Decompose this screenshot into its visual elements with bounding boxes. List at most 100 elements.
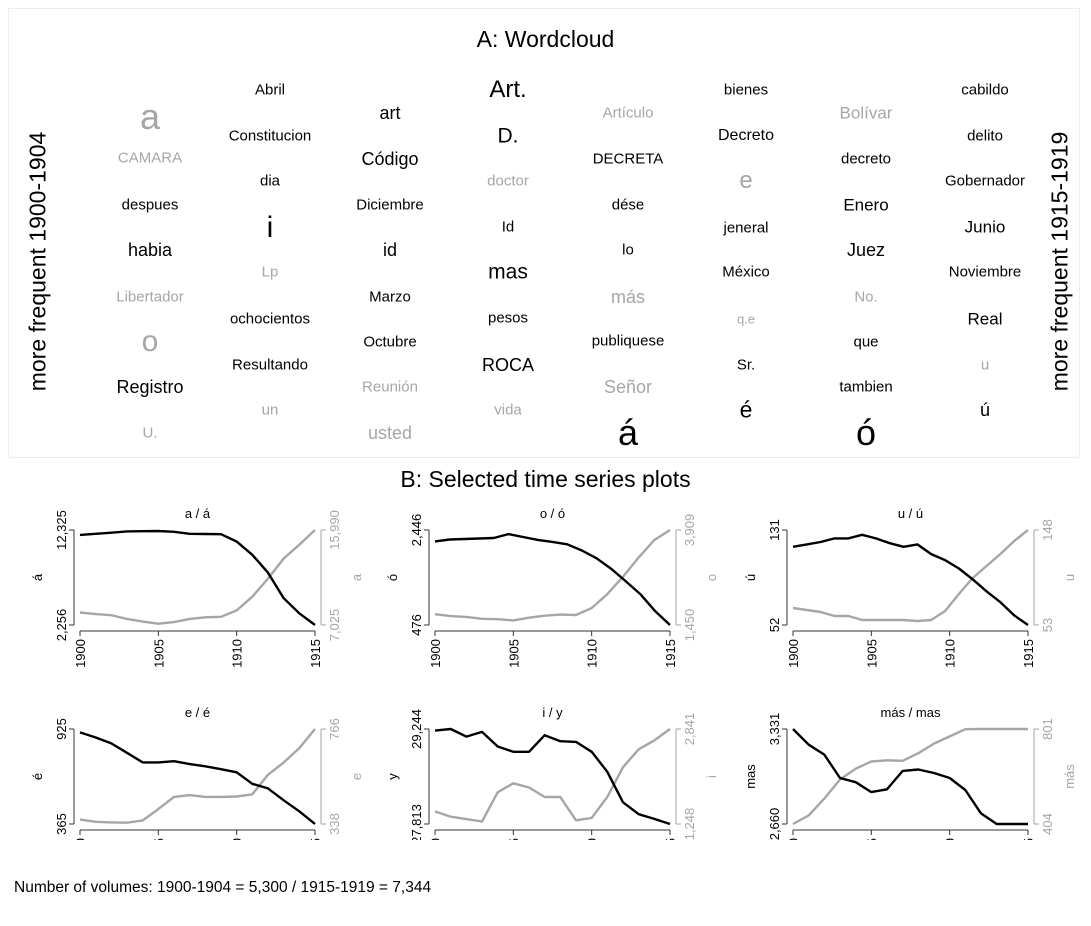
right-axis-max: 2,841 [682,713,697,746]
right-axis-min: 404 [1040,813,1055,835]
wordcloud-word: Diciembre [356,196,424,214]
left-axis-max: 2,446 [409,514,424,547]
wordcloud-left-label: more frequent 1900-1904 [24,131,51,392]
x-tick-label: 1915 [1021,838,1036,840]
right-axis-min: 1,248 [682,808,697,840]
series-line-right [434,528,671,622]
wordcloud-word: D. [497,124,519,148]
left-axis-max: 12,325 [54,510,69,550]
wordcloud-word: Reunión [362,378,418,396]
left-axis-min: 2,660 [767,808,782,840]
right-axis-label: u [1062,574,1077,581]
right-axis-min: 7,025 [327,609,342,642]
wordcloud-word: o [141,325,159,358]
wordcloud-word: Octubre [363,333,417,351]
wordcloud-word: Junio [964,217,1006,237]
wordcloud-word: Código [361,149,419,169]
left-axis-label: á [30,573,45,581]
wordcloud-word: ó [855,412,877,453]
series-line-left [434,532,671,626]
right-axis-label: o [704,574,719,581]
wordcloud-word: habia [127,240,173,260]
right-axis-max: 3,909 [682,514,697,547]
wordcloud-word: CAMARA [117,149,183,167]
wordcloud-word: ROCA [481,355,535,375]
wordcloud-word: Lp [261,263,279,281]
x-tick-label: 1905 [506,639,521,668]
x-tick-label: 1910 [230,639,245,668]
right-axis-max: 801 [1040,718,1055,740]
wordcloud-word: Decreto [717,127,775,144]
x-tick-label: 1915 [308,838,323,840]
wordcloud-word: ochocientos [229,310,311,328]
time-series-plots: a / á 1900 1905 1910 1915 12,325 2,256 á 15,990 7… [30,506,1077,840]
wordcloud-word: vida [494,401,522,419]
right-axis-label: más [1062,764,1077,789]
wordcloud-word: Sr. [736,356,756,374]
x-tick-label: 1900 [786,838,801,840]
wordcloud-word: id [382,240,398,260]
left-axis-min: 365 [54,813,69,835]
wordcloud-word: art [379,103,401,123]
chart-panel: más / mas 1900 1905 1910 1915 3,331 2,660 mas 80… [743,705,1077,840]
chart-title: más / mas [881,705,941,720]
volumes-footer: Number of volumes: 1900-1904 = 5,300 / 1… [14,879,432,896]
right-axis-label: i [704,775,719,778]
x-tick-label: 1910 [230,838,245,840]
right-axis-min: 338 [327,813,342,835]
x-tick-label: 1900 [73,639,88,668]
right-axis-min: 1,450 [682,609,697,642]
left-axis-label: ú [743,574,758,581]
wordcloud-word: q.e [736,311,756,327]
wordcloud-word: e [739,167,753,194]
wordcloud-word: cabildo [961,81,1009,99]
wordcloud-right-label: more frequent 1915-1919 [1046,131,1073,392]
wordcloud-word: que [853,333,879,351]
wordcloud-word: jeneral [723,219,769,237]
series-line-right [79,728,316,824]
left-axis-min: 476 [409,614,424,636]
right-axis-label: a [349,573,364,581]
wordcloud-word: ú [979,400,991,420]
x-tick-label: 1910 [943,838,958,840]
wordcloud-word: México [722,263,770,281]
wordcloud-word: publiquese [591,332,665,350]
left-axis-min: 2,256 [54,609,69,642]
chart-panel: o / ó 1900 1905 1910 1915 2,446 476 ó 3,909 1,450… [385,506,719,668]
wordcloud-word: delito [967,127,1003,145]
wordcloud-word: Señor [603,377,653,397]
x-tick-label: 1905 [506,838,521,840]
wordcloud-word: Enero [843,195,889,215]
right-axis-min: 53 [1040,618,1055,632]
wordcloud-word: un [261,401,279,419]
wordcloud-word: doctor [487,172,529,190]
wordcloud-word: más [610,287,646,307]
right-axis-label: e [349,773,364,780]
x-tick-label: 1900 [428,838,443,840]
wordcloud-word: Noviembre [948,263,1022,281]
x-tick-label: 1915 [663,639,678,668]
wordcloud-word: Registro [116,377,184,397]
wordcloud-word: Art. [489,76,527,103]
x-tick-label: 1905 [151,639,166,668]
wordcloud-word: despues [121,196,179,214]
wordcloud-word: dése [611,196,645,214]
wordcloud-word: u [980,356,990,374]
wordcloud-word: Juez [846,240,886,260]
wordcloud-word: Abril [254,81,286,99]
left-axis-label: mas [743,764,758,789]
series-line-left [434,727,671,826]
x-tick-label: 1915 [308,639,323,668]
chart-panel: e / é 1900 1905 1910 1915 925 365 é 766 338 e [30,705,364,840]
wordcloud-panel [8,8,1080,458]
left-axis-max: 29,244 [409,709,424,749]
x-tick-label: 1900 [428,639,443,668]
x-tick-label: 1900 [786,639,801,668]
wordcloud-word: á [617,412,639,453]
left-axis-label: é [30,773,45,780]
series-line-left [792,728,1028,826]
x-tick-label: 1915 [1021,639,1036,668]
wordcloud-word: mas [488,260,528,284]
x-tick-label: 1905 [151,838,166,840]
x-tick-label: 1905 [864,639,879,668]
